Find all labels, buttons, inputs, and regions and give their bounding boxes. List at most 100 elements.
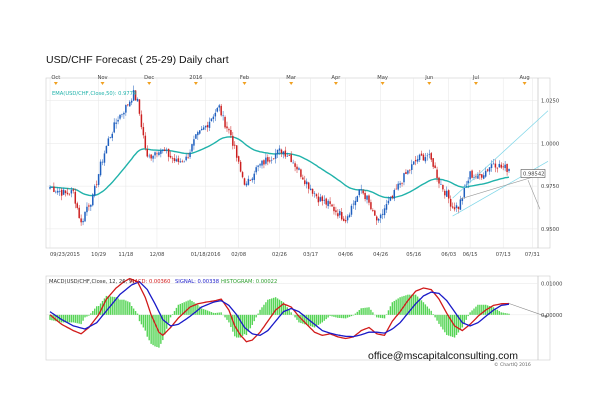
- histogram-bar: [191, 300, 193, 315]
- candle-bearish: [401, 183, 403, 184]
- candle-bullish: [128, 101, 131, 107]
- histogram-bar: [282, 302, 285, 315]
- candle-bearish: [409, 169, 411, 171]
- date-label: 12/08: [149, 252, 164, 258]
- candle-bearish: [496, 167, 499, 169]
- histogram-bar: [243, 314, 246, 335]
- candle-bullish: [385, 204, 388, 210]
- histogram-bar: [261, 307, 263, 315]
- histogram-bar: [167, 314, 170, 324]
- histogram-bar: [459, 314, 462, 330]
- candle-bullish: [199, 130, 201, 134]
- histogram-bar: [230, 314, 232, 328]
- candle-bearish: [395, 188, 397, 190]
- candle-bullish: [387, 200, 390, 204]
- macd-projection-marker: [544, 315, 548, 318]
- histogram-bar: [306, 314, 308, 325]
- contact-email: office@mscapitalconsulting.com: [368, 350, 518, 362]
- candle-bearish: [344, 220, 347, 222]
- macd-legend-macd: MACD: 0.00360: [130, 279, 170, 285]
- histogram-bar: [366, 307, 368, 315]
- candle-bullish: [121, 113, 123, 115]
- candle-bullish: [348, 214, 351, 218]
- histogram-bar: [156, 314, 158, 348]
- histogram-bar: [420, 300, 423, 315]
- candle-bearish: [288, 155, 290, 156]
- candle-bearish: [294, 163, 296, 167]
- histogram-bar: [263, 304, 265, 315]
- candle-bearish: [134, 90, 137, 101]
- candle-bearish: [315, 194, 318, 197]
- histogram-bar: [304, 314, 306, 325]
- candle-bearish: [471, 170, 473, 178]
- histogram-bar: [239, 314, 242, 338]
- month-label: Jun: [424, 75, 433, 81]
- histogram-bar: [255, 314, 257, 318]
- histogram-bar: [352, 314, 355, 316]
- date-label: 05/16: [406, 252, 421, 258]
- candle-bullish: [490, 164, 493, 168]
- histogram-bar: [129, 302, 131, 315]
- candle-bullish: [305, 181, 308, 185]
- candle-bullish: [477, 174, 479, 179]
- histogram-bar: [422, 302, 425, 315]
- histogram-bar: [502, 312, 504, 315]
- candle-bullish: [298, 168, 300, 170]
- candle-layer: [49, 85, 510, 226]
- candle-bearish: [177, 158, 180, 162]
- candle-bearish: [414, 160, 417, 162]
- candle-bullish: [255, 167, 257, 173]
- histogram-bar: [401, 296, 403, 315]
- candle-bullish: [113, 122, 115, 133]
- candle-bullish: [418, 154, 421, 161]
- candle-bearish: [372, 209, 374, 211]
- histogram-bar: [418, 298, 421, 315]
- histogram-bar: [370, 309, 372, 315]
- date-label: 01/18/2016: [191, 252, 221, 258]
- candle-bullish: [276, 149, 279, 155]
- date-label: 04/26: [373, 252, 388, 258]
- histogram-bar: [199, 306, 201, 315]
- candle-bullish: [463, 187, 466, 198]
- candle-bearish: [486, 169, 489, 171]
- histogram-bar: [488, 306, 491, 315]
- histogram-bar: [103, 298, 106, 315]
- histogram-bar: [144, 314, 147, 331]
- histogram-bar: [436, 314, 438, 321]
- histogram-bar: [132, 308, 135, 315]
- candle-bearish: [449, 198, 452, 207]
- histogram-bar: [446, 314, 448, 336]
- candle-bullish: [154, 152, 156, 156]
- histogram-bar: [204, 309, 207, 315]
- histogram-bar: [358, 310, 360, 315]
- histogram-bar: [136, 313, 139, 315]
- candle-bearish: [329, 201, 331, 204]
- histogram-bar: [389, 306, 392, 315]
- month-marker-icon: [427, 82, 432, 85]
- date-label: 07/31: [525, 252, 540, 258]
- candle-bearish: [72, 189, 75, 191]
- candle-bullish: [327, 200, 329, 207]
- candle-bullish: [259, 164, 261, 166]
- histogram-bar: [327, 314, 329, 318]
- candle-bullish: [193, 139, 195, 146]
- histogram-bar: [212, 312, 215, 315]
- histogram-bar: [90, 313, 92, 315]
- candle-bearish: [376, 216, 378, 221]
- histogram-bar: [387, 310, 390, 315]
- candle-bullish: [498, 163, 501, 168]
- month-label: Aug: [520, 75, 530, 81]
- date-label: 06/03: [441, 252, 456, 258]
- candle-bullish: [195, 134, 197, 139]
- candle-bullish: [455, 205, 458, 208]
- price-tick-label: 1.0250: [541, 99, 559, 105]
- date-label: 03/17: [303, 252, 318, 258]
- histogram-bar: [185, 301, 187, 315]
- candle-bullish: [191, 144, 193, 152]
- histogram-bar: [467, 314, 469, 317]
- histogram-bar: [195, 303, 197, 315]
- histogram-bar: [313, 314, 316, 328]
- candle-bullish: [123, 112, 125, 115]
- histogram-bar: [298, 314, 300, 323]
- macd-legend-name: MACD(USD/CHF,Close, 12, 26, 9): [49, 279, 134, 285]
